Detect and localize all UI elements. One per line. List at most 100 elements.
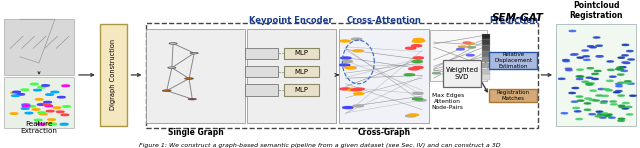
Circle shape — [596, 56, 602, 57]
Text: SEM-GAT: SEM-GAT — [492, 13, 544, 23]
Circle shape — [58, 96, 65, 98]
Circle shape — [628, 59, 634, 60]
Circle shape — [44, 101, 51, 103]
Text: Relative
Displacement
Estimation: Relative Displacement Estimation — [494, 52, 532, 69]
FancyBboxPatch shape — [482, 57, 490, 62]
Circle shape — [409, 68, 419, 70]
Circle shape — [33, 89, 41, 91]
Circle shape — [584, 59, 590, 61]
Circle shape — [28, 106, 35, 107]
Text: Cross-Attention: Cross-Attention — [346, 16, 421, 25]
Circle shape — [614, 92, 620, 93]
Circle shape — [25, 112, 33, 114]
Circle shape — [32, 109, 40, 110]
Circle shape — [588, 83, 594, 84]
Circle shape — [622, 62, 628, 63]
Circle shape — [577, 76, 584, 77]
Circle shape — [569, 92, 575, 94]
Circle shape — [169, 43, 177, 44]
Circle shape — [566, 70, 572, 71]
Circle shape — [62, 85, 70, 86]
Circle shape — [618, 57, 625, 58]
Circle shape — [21, 108, 29, 109]
Circle shape — [605, 115, 611, 116]
Circle shape — [593, 37, 600, 38]
Circle shape — [586, 77, 593, 78]
Circle shape — [596, 95, 602, 96]
Circle shape — [168, 67, 176, 69]
Circle shape — [572, 101, 578, 102]
Circle shape — [572, 54, 578, 55]
Text: Digraph Construction: Digraph Construction — [110, 39, 116, 111]
FancyBboxPatch shape — [482, 69, 490, 74]
FancyBboxPatch shape — [482, 45, 490, 51]
Circle shape — [577, 100, 584, 101]
Circle shape — [617, 69, 623, 70]
Circle shape — [570, 54, 577, 55]
FancyBboxPatch shape — [284, 48, 319, 59]
Circle shape — [37, 123, 45, 125]
Circle shape — [459, 46, 466, 48]
Circle shape — [433, 72, 440, 74]
Circle shape — [587, 68, 593, 69]
FancyBboxPatch shape — [482, 40, 490, 45]
Circle shape — [340, 64, 350, 66]
Circle shape — [561, 113, 568, 114]
Circle shape — [585, 98, 591, 99]
Circle shape — [342, 107, 353, 108]
Circle shape — [457, 49, 465, 50]
Text: Pointcloud
Registration: Pointcloud Registration — [570, 1, 623, 20]
Circle shape — [49, 123, 56, 125]
Circle shape — [468, 47, 476, 48]
Circle shape — [593, 100, 599, 101]
Circle shape — [38, 87, 45, 88]
FancyBboxPatch shape — [482, 34, 490, 39]
Circle shape — [618, 118, 625, 119]
Text: MLP: MLP — [294, 69, 308, 75]
Circle shape — [563, 61, 570, 62]
Text: Figure 1: We construct a graph-based semantic pipeline from a given dataset (see: Figure 1: We construct a graph-based sem… — [139, 143, 501, 148]
Circle shape — [618, 120, 624, 121]
Circle shape — [63, 106, 70, 107]
FancyBboxPatch shape — [284, 84, 319, 95]
Circle shape — [596, 56, 603, 57]
Circle shape — [354, 88, 364, 90]
Circle shape — [37, 104, 45, 105]
Circle shape — [467, 54, 474, 56]
Circle shape — [602, 95, 609, 96]
FancyBboxPatch shape — [482, 74, 490, 80]
Circle shape — [628, 83, 634, 84]
Circle shape — [340, 88, 350, 90]
Circle shape — [618, 105, 625, 106]
Circle shape — [47, 119, 55, 120]
Circle shape — [625, 106, 632, 108]
Circle shape — [11, 92, 19, 93]
Circle shape — [583, 56, 589, 57]
Circle shape — [565, 68, 572, 69]
Circle shape — [616, 90, 622, 92]
Circle shape — [35, 99, 43, 100]
Circle shape — [582, 81, 588, 82]
FancyBboxPatch shape — [100, 24, 127, 126]
Circle shape — [606, 114, 612, 115]
Circle shape — [38, 112, 45, 113]
FancyBboxPatch shape — [556, 24, 636, 126]
Circle shape — [412, 98, 422, 100]
Circle shape — [51, 91, 59, 93]
Circle shape — [600, 114, 607, 115]
Circle shape — [415, 40, 425, 42]
Circle shape — [351, 89, 361, 91]
Circle shape — [598, 89, 605, 90]
FancyBboxPatch shape — [4, 19, 74, 75]
Circle shape — [412, 40, 422, 42]
Text: MLP: MLP — [294, 50, 308, 56]
Circle shape — [622, 55, 628, 56]
Circle shape — [595, 116, 602, 117]
Circle shape — [61, 114, 68, 116]
Circle shape — [45, 123, 53, 124]
Circle shape — [630, 95, 636, 96]
Circle shape — [10, 113, 18, 114]
Circle shape — [559, 78, 565, 79]
Circle shape — [346, 67, 356, 69]
Circle shape — [609, 117, 615, 118]
